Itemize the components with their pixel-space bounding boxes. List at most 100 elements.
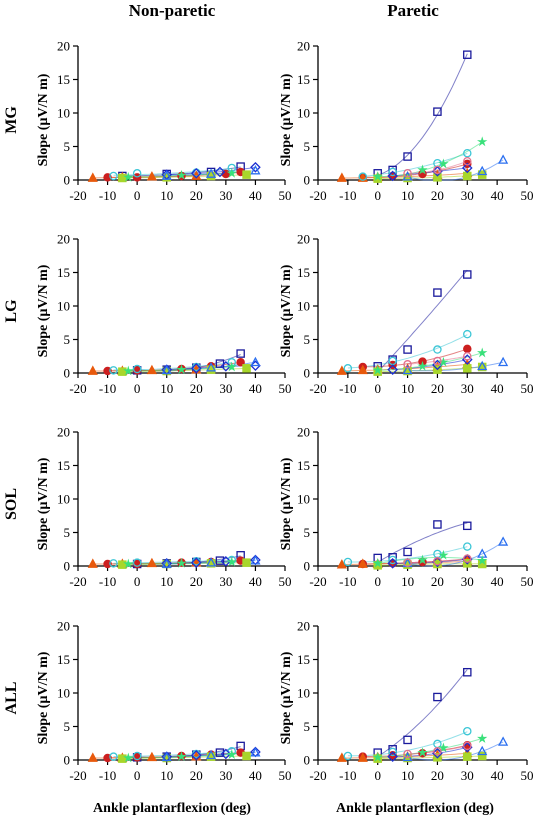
x-tick-label: 0 xyxy=(134,381,141,396)
x-tick-label: -20 xyxy=(309,381,326,396)
data-point-triangle xyxy=(87,752,98,762)
x-tick-label: 30 xyxy=(219,188,232,203)
data-point-circle xyxy=(433,557,442,566)
x-tick-label: 50 xyxy=(521,574,534,589)
x-tick-label: 50 xyxy=(279,381,292,396)
x-tick-label: 40 xyxy=(249,381,262,396)
data-point-circle xyxy=(132,364,142,374)
data-point-circle xyxy=(463,741,472,751)
data-point-circle xyxy=(403,360,412,369)
data-point-square xyxy=(433,692,442,702)
data-point-diamond xyxy=(387,751,398,762)
data-point-triangle xyxy=(336,365,347,375)
x-tick-label: 20 xyxy=(431,188,444,203)
panel-SOL-paretic: 0 5 10 15 20 -20 -10 0 10 20 30 40 50 xyxy=(297,425,534,590)
data-point-diamond xyxy=(461,741,473,753)
data-point-circle xyxy=(463,329,472,339)
x-tick-label: -20 xyxy=(309,768,326,783)
data-point-square xyxy=(463,270,472,279)
y-tick-label: 10 xyxy=(57,106,70,121)
y-axis-label: Slope (µV/N m) xyxy=(36,457,51,550)
data-point-square xyxy=(463,171,472,181)
y-tick-label: 0 xyxy=(64,559,71,574)
x-tick-label: 20 xyxy=(431,381,444,396)
y-tick-label: 20 xyxy=(297,425,310,440)
x-tick-label: 10 xyxy=(160,381,173,396)
y-tick-label: 20 xyxy=(57,619,70,634)
y-tick-label: 5 xyxy=(64,332,71,347)
data-point-triangle xyxy=(477,745,488,756)
y-tick-label: 20 xyxy=(297,39,310,54)
data-point-circle xyxy=(433,356,442,366)
x-tick-label: 20 xyxy=(190,768,203,783)
trend-curve xyxy=(377,669,468,758)
data-point-triangle xyxy=(205,749,217,760)
data-point-diamond xyxy=(190,557,202,568)
data-point-diamond xyxy=(214,166,226,178)
data-point-triangle xyxy=(250,555,261,565)
x-tick-label: 40 xyxy=(491,188,504,203)
data-point-star xyxy=(372,364,383,375)
y-tick-label: 15 xyxy=(57,458,70,473)
data-point-circle xyxy=(463,156,472,166)
x-tick-label: 50 xyxy=(279,768,292,783)
data-point-star xyxy=(226,361,237,372)
y-tick-label: 5 xyxy=(64,525,71,540)
data-point-star xyxy=(417,747,428,758)
x-tick-label: 50 xyxy=(279,188,292,203)
data-point-triangle xyxy=(498,736,509,746)
data-point-circle xyxy=(132,558,142,567)
data-point-square xyxy=(477,751,487,761)
data-point-star xyxy=(123,365,134,376)
data-point-star xyxy=(438,356,449,367)
x-tick-label: 0 xyxy=(374,768,381,783)
x-tick-label: 20 xyxy=(431,768,444,783)
data-point-triangle xyxy=(477,360,488,371)
data-point-diamond xyxy=(220,748,232,760)
y-tick-label: 15 xyxy=(297,458,310,473)
x-tick-label: 30 xyxy=(461,188,474,203)
data-point-square xyxy=(403,152,412,161)
x-tick-label: -20 xyxy=(69,768,86,783)
y-axis-label: Slope (µV/N m) xyxy=(279,264,294,357)
row-label-lg: LG xyxy=(3,299,20,323)
y-tick-label: 15 xyxy=(57,265,70,280)
data-point-circle xyxy=(433,165,442,175)
x-tick-label: 10 xyxy=(401,768,414,783)
panel-SOL-non-paretic: 0 5 10 15 20 -20 -10 0 10 20 30 40 50 xyxy=(57,425,292,590)
y-tick-label: 5 xyxy=(304,139,311,154)
data-point-circle xyxy=(463,148,472,158)
data-point-triangle xyxy=(146,557,158,568)
data-point-circle xyxy=(463,726,472,736)
panel-ALL-paretic: 0 5 10 15 20 -20 -10 0 10 20 30 40 50 xyxy=(297,619,534,784)
data-point-square xyxy=(433,107,442,116)
x-tick-label: 30 xyxy=(219,574,232,589)
y-tick-label: 20 xyxy=(57,425,70,440)
data-point-circle xyxy=(109,752,118,761)
row-label-mg: MG xyxy=(3,106,20,134)
data-point-diamond xyxy=(250,161,261,173)
data-point-star xyxy=(477,733,488,743)
data-point-triangle xyxy=(336,172,347,182)
data-point-square xyxy=(403,345,412,354)
panel-MG-paretic: 0 5 10 15 20 -20 -10 0 10 20 30 40 50 xyxy=(297,39,534,204)
y-tick-label: 0 xyxy=(64,753,71,768)
data-point-circle xyxy=(109,366,118,375)
data-point-square xyxy=(463,50,472,59)
x-tick-label: 0 xyxy=(134,188,141,203)
x-tick-label: 10 xyxy=(160,574,173,589)
data-point-square xyxy=(118,560,127,569)
data-point-circle xyxy=(358,172,368,181)
x-tick-label: 30 xyxy=(461,574,474,589)
data-point-diamond xyxy=(387,364,398,375)
data-point-triangle xyxy=(357,364,368,375)
data-point-triangle xyxy=(205,168,217,178)
data-point-square xyxy=(463,364,472,373)
data-point-triangle xyxy=(250,165,261,175)
y-tick-label: 10 xyxy=(297,106,310,121)
trend-curve xyxy=(377,269,468,373)
x-tick-label: -20 xyxy=(69,381,86,396)
y-tick-label: 0 xyxy=(304,753,311,768)
trend-curve xyxy=(362,152,468,177)
data-point-triangle xyxy=(161,170,172,180)
